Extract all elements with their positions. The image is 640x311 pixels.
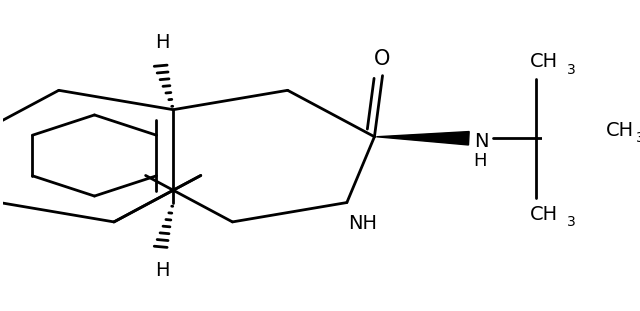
Polygon shape [376, 132, 469, 145]
Text: H: H [155, 261, 170, 280]
Text: CH: CH [531, 205, 558, 224]
Text: 3: 3 [567, 215, 575, 229]
Text: N: N [474, 132, 489, 151]
Text: O: O [374, 49, 391, 69]
Text: CH: CH [606, 121, 634, 140]
Text: CH: CH [531, 52, 558, 72]
Text: NH: NH [349, 214, 378, 234]
Text: 3: 3 [567, 63, 575, 77]
Text: 3: 3 [636, 131, 640, 145]
Text: H: H [473, 152, 486, 170]
Text: H: H [155, 33, 170, 52]
